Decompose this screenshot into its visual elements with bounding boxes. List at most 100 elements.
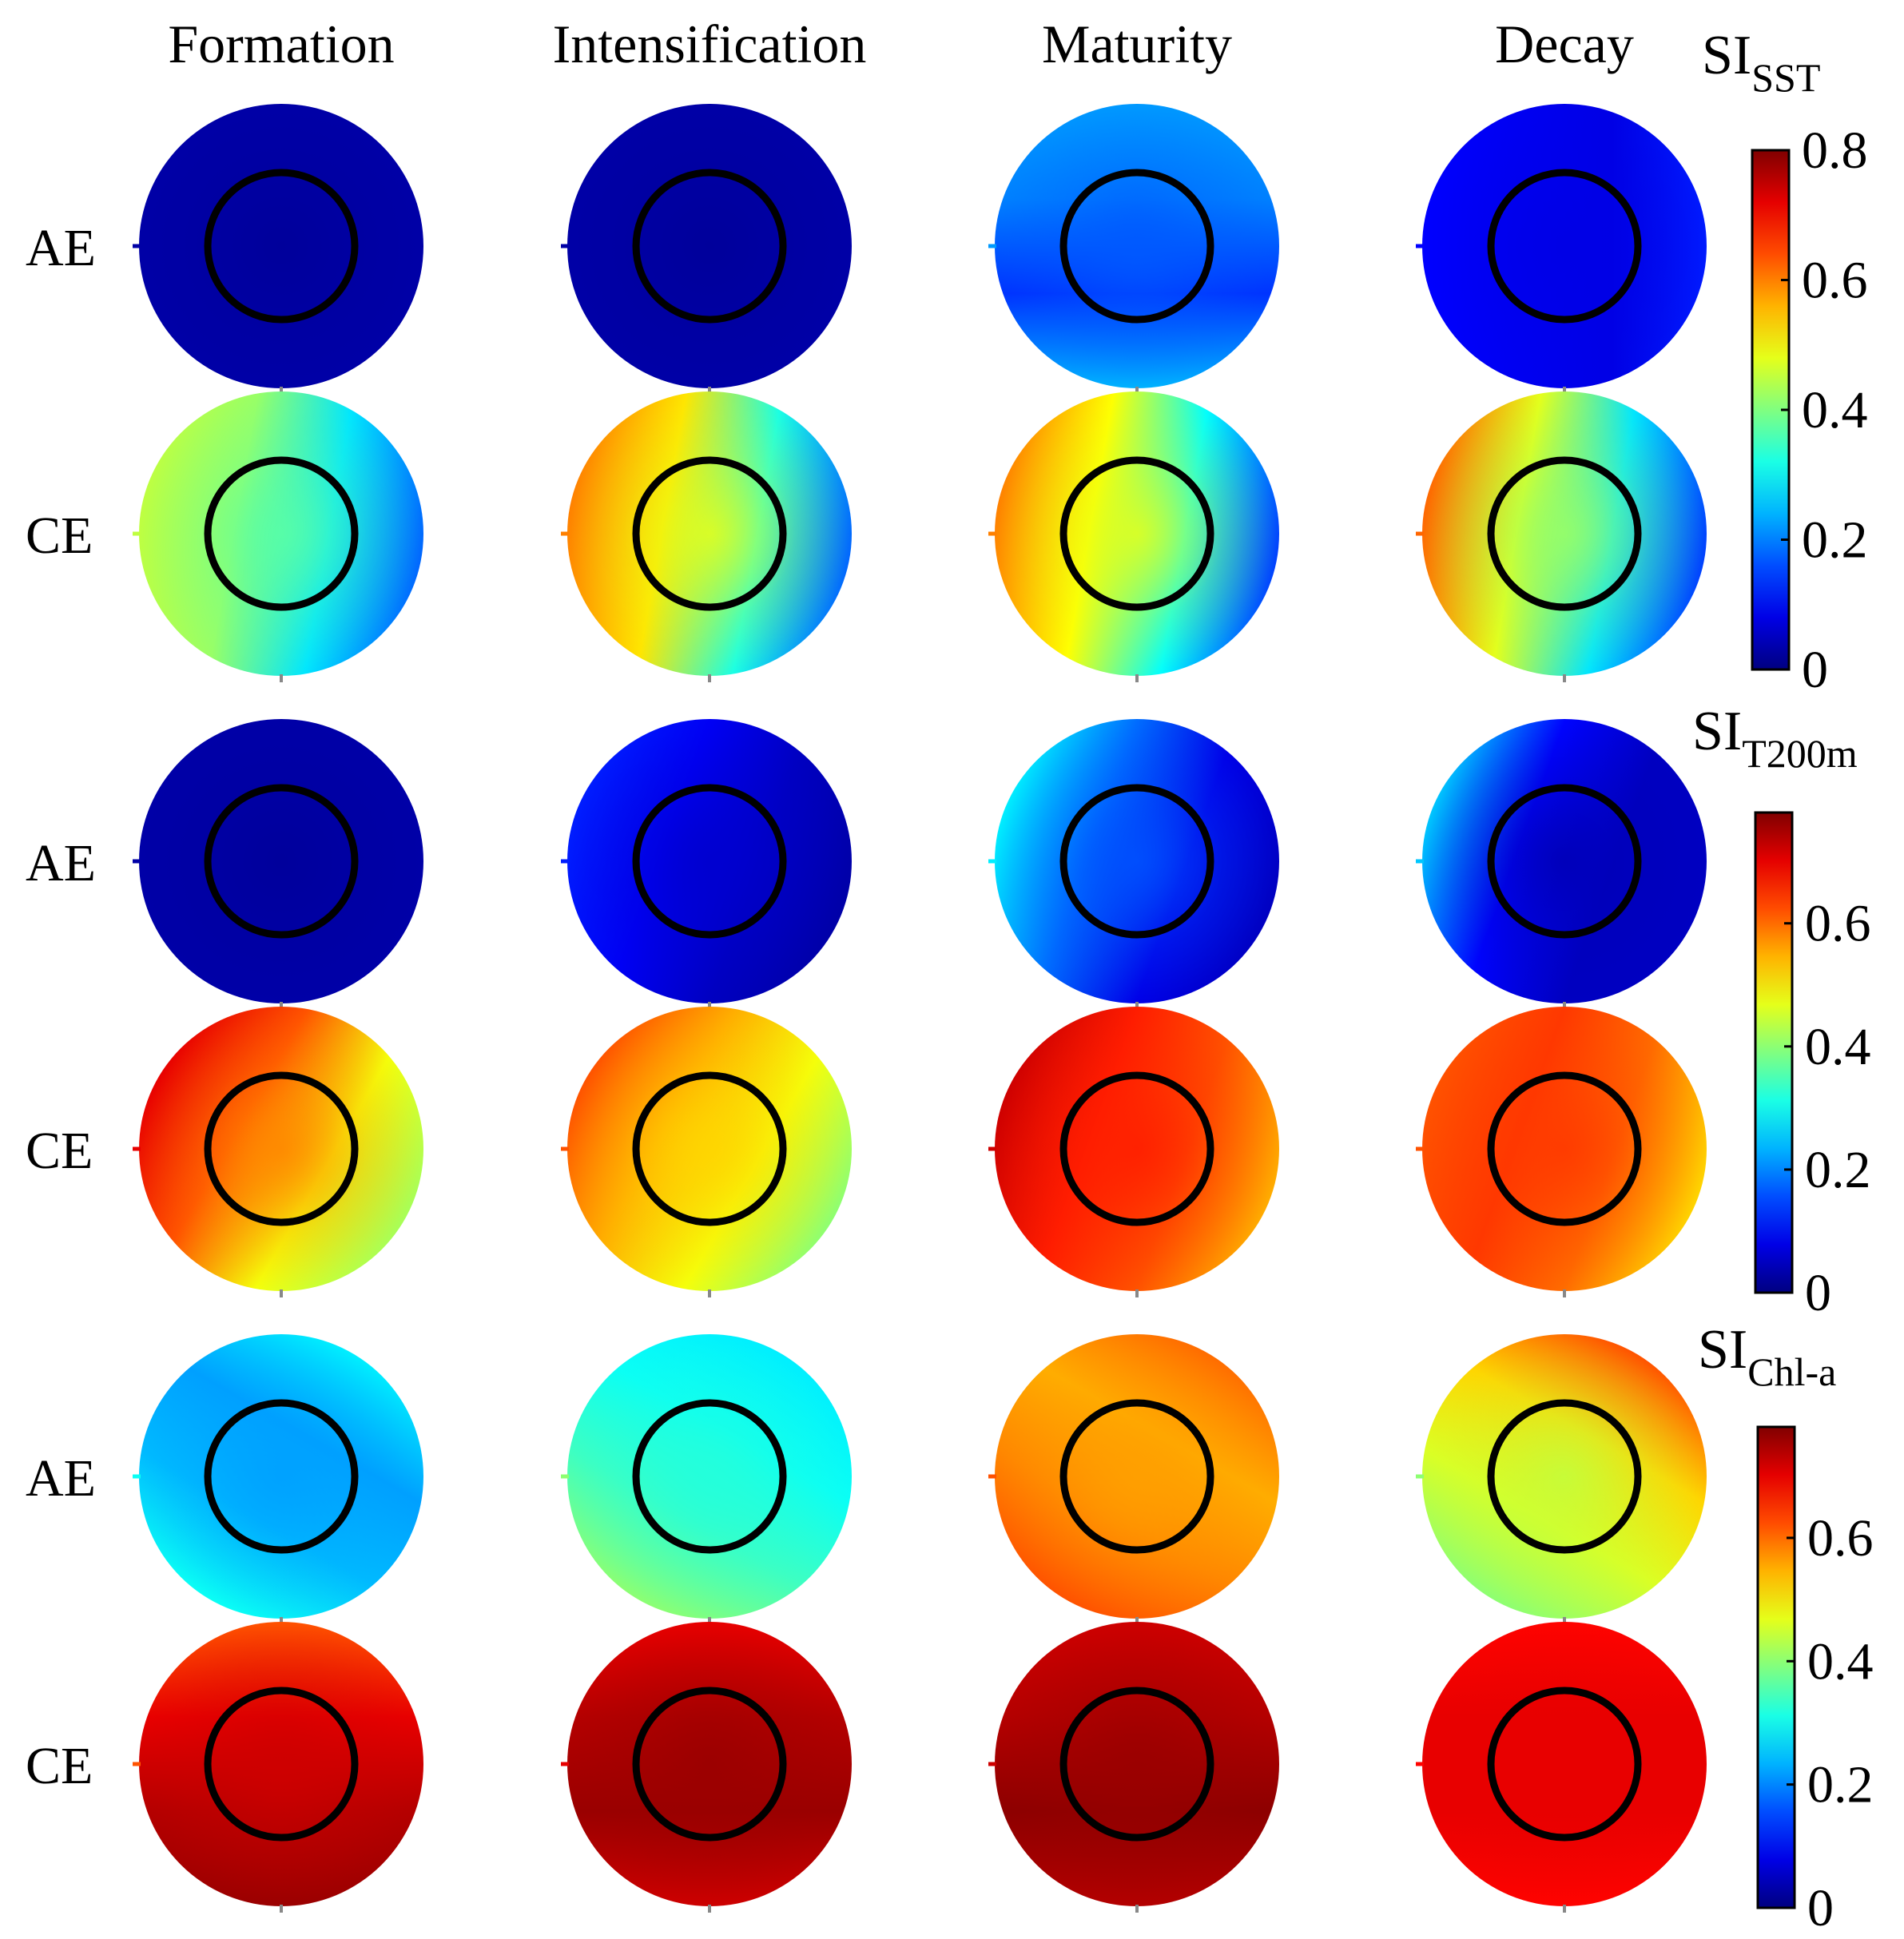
colorbar-tick-label: 0.2 (1802, 511, 1868, 570)
row-label-sst-ce: CE (26, 507, 93, 565)
colorbar-tick-label: 0.2 (1805, 1141, 1871, 1199)
eddy-core-ring (204, 1071, 359, 1226)
panel-sst-ce-intensification (561, 391, 852, 682)
panel-core-shade (139, 719, 423, 1003)
colorbar-title: SISST (1702, 25, 1820, 100)
eddy-core-ring (1059, 169, 1214, 324)
panel-core-shade (139, 391, 423, 676)
eddy-core-ring (632, 169, 787, 324)
row-label-sst-ae: AE (26, 219, 96, 277)
colorbars: SISST00.20.40.60.8SIT200m00.20.40.6SIChl… (1692, 25, 1874, 1937)
panel-t200m-ae-intensification (561, 719, 852, 1010)
panel-core-shade (995, 391, 1279, 676)
panel-sst-ce-maturity (988, 391, 1279, 682)
colorbar-tick-label: 0.2 (1807, 1756, 1874, 1814)
eddy-core-ring (1059, 1399, 1214, 1554)
panel-core-shade (139, 1622, 423, 1906)
panel-sst-ae-intensification (561, 104, 852, 395)
row-label-chla-ce: CE (26, 1737, 93, 1795)
column-title-formation: Formation (168, 14, 394, 74)
panel-grid: AE CE AE CE AE CE (26, 104, 1707, 1913)
panel-core-shade (567, 719, 852, 1003)
eddy-core-ring (632, 784, 787, 939)
panel-core-shade (1422, 391, 1707, 676)
eddy-core-ring (632, 1399, 787, 1554)
row-label-chla-ae: AE (26, 1449, 96, 1508)
eddy-core-ring (204, 1399, 359, 1554)
panel-core-shade (567, 104, 852, 388)
panel-t200m-ae-formation (133, 719, 423, 1010)
panel-chla-ce-maturity (988, 1622, 1279, 1913)
eddy-core-ring (1487, 456, 1642, 611)
column-title-intensification: Intensification (553, 14, 867, 74)
panel-chla-ae-formation (133, 1334, 423, 1625)
colorbar-tick-label: 0.4 (1802, 381, 1868, 439)
eddy-core-ring (1059, 1687, 1214, 1842)
panel-core-shade (995, 719, 1279, 1003)
eddy-core-ring (204, 784, 359, 939)
panel-sst-ce-decay (1416, 391, 1707, 682)
column-title-decay: Decay (1495, 14, 1634, 74)
panel-sst-ae-formation (133, 104, 423, 395)
colorbar-tick-label: 0 (1805, 1264, 1831, 1322)
panel-chla-ce-intensification (561, 1622, 852, 1913)
panel-core-shade (139, 104, 423, 388)
panel-chla-ae-maturity (988, 1334, 1279, 1625)
colorbar-tick-label: 0.6 (1807, 1509, 1874, 1567)
eddy-core-ring (1059, 784, 1214, 939)
colorbar-tick-label: 0.6 (1805, 895, 1871, 953)
eddy-core-ring (1059, 456, 1214, 611)
panel-core-shade (567, 391, 852, 676)
row-label-t200m-ce: CE (26, 1122, 93, 1180)
eddy-core-ring (632, 456, 787, 611)
panel-core-shade (139, 1007, 423, 1291)
colorbar-tick-label: 0 (1807, 1879, 1834, 1937)
colorbar-gradient (1754, 811, 1794, 1294)
eddy-core-ring (204, 456, 359, 611)
panel-t200m-ce-formation (133, 1007, 423, 1297)
panel-t200m-ae-maturity (988, 719, 1279, 1010)
panel-core-shade (567, 1334, 852, 1619)
colorbar-tick-label: 0.8 (1802, 121, 1868, 180)
panel-core-shade (139, 1334, 423, 1619)
column-title-maturity: Maturity (1042, 14, 1232, 74)
panel-sst-ae-decay (1416, 104, 1707, 395)
panel-core-shade (995, 1007, 1279, 1291)
eddy-core-ring (1059, 1071, 1214, 1226)
eddy-core-ring (204, 1687, 359, 1842)
colorbar-sst: SISST 0 0.2 0.4 0.6 0.8 (1702, 25, 1868, 699)
column-titles: Formation Intensification Maturity Decay (168, 14, 1633, 74)
panel-t200m-ce-decay (1416, 1007, 1707, 1297)
panel-core-shade (1422, 1622, 1707, 1906)
colorbar-title: SIT200m (1692, 701, 1858, 776)
panel-core-shade (995, 104, 1279, 388)
panel-sst-ae-maturity (988, 104, 1279, 395)
colorbar-chla: SIChl-a 0 0.2 0.4 0.6 (1698, 1319, 1874, 1937)
eddy-core-ring (1487, 169, 1642, 324)
panel-chla-ce-formation (133, 1622, 423, 1913)
panel-core-shade (1422, 104, 1707, 388)
panel-core-shade (567, 1622, 852, 1906)
eddy-core-ring (1487, 1399, 1642, 1554)
eddy-core-ring (1487, 1071, 1642, 1226)
panel-core-shade (1422, 1334, 1707, 1619)
panel-t200m-ae-decay (1416, 719, 1707, 1010)
panel-core-shade (1422, 1007, 1707, 1291)
colorbar-gradient (1756, 1425, 1796, 1909)
panel-t200m-ce-maturity (988, 1007, 1279, 1297)
panel-t200m-ce-intensification (561, 1007, 852, 1297)
panel-sst-ce-formation (133, 391, 423, 682)
eddy-core-ring (204, 169, 359, 324)
eddy-core-ring (1487, 784, 1642, 939)
panel-chla-ae-decay (1416, 1334, 1707, 1625)
colorbar-tick-label: 0.4 (1805, 1018, 1871, 1076)
eddy-core-ring (632, 1687, 787, 1842)
panel-chla-ce-decay (1416, 1622, 1707, 1913)
panel-core-shade (995, 1334, 1279, 1619)
panel-core-shade (995, 1622, 1279, 1906)
colorbar-t200m: SIT200m 0 0.2 0.4 0.6 (1692, 701, 1871, 1322)
row-label-t200m-ae: AE (26, 834, 96, 892)
eddy-core-ring (632, 1071, 787, 1226)
panel-core-shade (1422, 719, 1707, 1003)
